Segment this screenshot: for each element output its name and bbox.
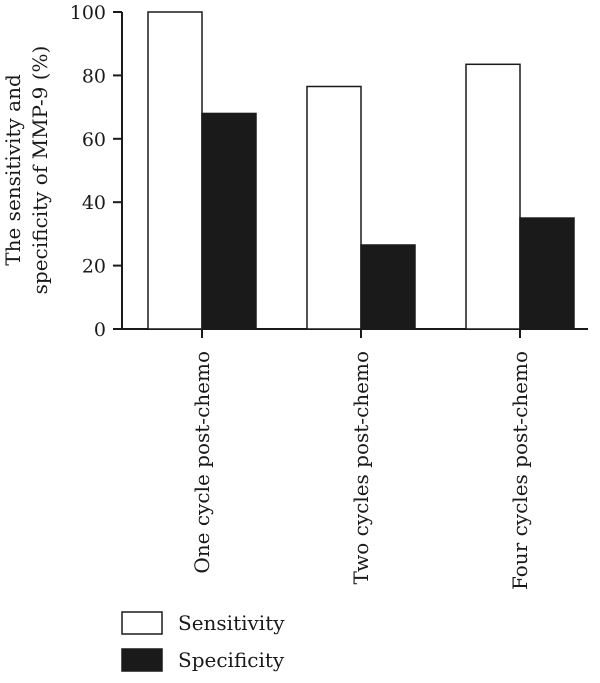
y-tick-label: 80	[82, 65, 106, 87]
y-axis-title-line-2: specificity of MMP-9 (%)	[28, 46, 52, 295]
x-tick-label: One cycle post-chemo	[190, 351, 214, 574]
y-tick-label: 60	[82, 129, 106, 151]
y-tick-label: 40	[82, 192, 106, 214]
legend-label-specificity: Specificity	[178, 648, 285, 672]
legend-swatch-specificity	[121, 648, 163, 672]
bar-specificity-2	[360, 244, 416, 330]
y-axis-title: The sensitivity and specificity of MMP-9…	[1, 46, 52, 295]
plot-area: 0 20 40 60 80 100 One cycle post-chemo Two cycl…	[70, 2, 588, 590]
legend-swatch-sensitivity	[121, 611, 163, 635]
y-tick-label: 0	[94, 319, 106, 341]
bar-sensitivity-2	[306, 85, 362, 330]
y-tick-label: 20	[82, 256, 106, 278]
y-tick-label: 100	[70, 2, 106, 24]
legend: Sensitivity Specificity	[121, 611, 285, 672]
bar-sensitivity-3	[465, 63, 521, 330]
bar-specificity-3	[519, 217, 575, 330]
x-tick-label: Four cycles post-chemo	[508, 351, 532, 590]
bar-specificity-1	[201, 112, 257, 330]
y-axis-title-line-1: The sensitivity and	[1, 74, 25, 266]
legend-label-sensitivity: Sensitivity	[178, 611, 285, 635]
x-tick-label: Two cycles post-chemo	[349, 351, 373, 585]
bar-sensitivity-1	[147, 11, 203, 330]
